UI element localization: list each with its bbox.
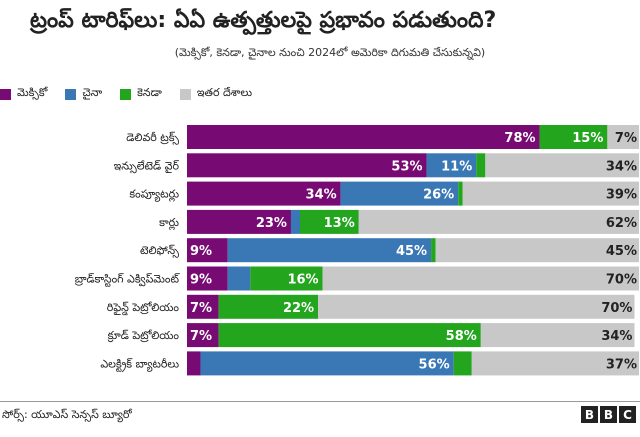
data-label-mexico: 9% xyxy=(190,273,212,288)
source-note: సోర్స్: యూఎస్ సెన్సస్ బ్యూరో xyxy=(2,408,132,421)
bar-segment-china xyxy=(290,209,300,234)
legend-swatch-canada xyxy=(120,88,132,100)
bar-segment-mexico xyxy=(187,351,201,376)
legend-swatch-others xyxy=(179,88,191,100)
legend-label-china: చైనా xyxy=(82,86,103,99)
data-label-mexico: 78% xyxy=(504,131,535,146)
data-label-china: 56% xyxy=(419,357,450,372)
data-label-others: 39% xyxy=(606,188,637,203)
bar-segment-mexico xyxy=(187,153,427,178)
data-label-mexico: 34% xyxy=(306,188,337,203)
data-label-canada: 13% xyxy=(324,216,355,231)
data-label-mexico: 23% xyxy=(256,216,287,231)
data-label-china: 45% xyxy=(396,244,427,259)
data-label-mexico: 9% xyxy=(190,244,212,259)
chart-subtitle: (మెక్సికో, కెనడా, చైనాల నుంచి 2024లో అమె… xyxy=(174,46,486,59)
bar-segment-mexico xyxy=(187,323,219,348)
data-label-others: 45% xyxy=(606,244,637,259)
data-label-others: 34% xyxy=(606,159,637,174)
bar-segment-mexico xyxy=(187,238,228,263)
footer-divider xyxy=(0,401,640,402)
bar-segment-canada xyxy=(218,323,481,348)
data-label-others: 37% xyxy=(606,357,637,372)
data-label-others: 34% xyxy=(601,329,632,344)
legend-label-others: ఇతర దేశాలు xyxy=(196,86,253,99)
data-label-mexico: 7% xyxy=(190,301,212,316)
bar-segment-canada xyxy=(539,125,608,149)
bar-segment-mexico xyxy=(187,294,219,319)
bar-segment-others xyxy=(435,238,639,263)
category-label: ఇన్సులేటెడ్ వైర్ xyxy=(114,159,180,173)
bar-segment-mexico xyxy=(187,181,341,206)
data-label-others: 7% xyxy=(615,131,637,146)
bar-segment-others xyxy=(471,351,639,376)
legend-swatch-china xyxy=(65,88,77,100)
bar-segment-mexico xyxy=(187,125,540,149)
bar-segment-others xyxy=(485,153,639,178)
data-label-china: 26% xyxy=(423,188,454,203)
bar-segment-canada xyxy=(300,209,359,234)
bar-segment-china xyxy=(227,266,251,291)
bar-segment-others xyxy=(358,209,639,234)
data-label-china: 11% xyxy=(441,159,472,174)
legend-label-mexico: మెక్సికో xyxy=(17,86,48,99)
bar-segment-china xyxy=(200,351,454,376)
bar-segment-others xyxy=(318,294,635,319)
category-label: కంప్యూటర్లు xyxy=(129,188,179,203)
category-label: కార్లు xyxy=(159,216,179,231)
category-label: క్రూడ్ పెట్రోలియం xyxy=(107,329,179,343)
legend-item-others: ఇతర దేశాలు xyxy=(179,86,253,102)
bar-segment-china xyxy=(426,153,477,178)
data-label-others: 70% xyxy=(606,273,637,288)
category-label: బ్రాడ్‌కాస్టింగ్ ఎక్విప్‌మెంట్ xyxy=(74,273,181,288)
category-label: డెలివరీ ట్రక్స్ xyxy=(126,131,179,145)
bar-segment-others xyxy=(322,266,639,291)
data-label-canada: 16% xyxy=(287,273,318,288)
data-label-mexico: 7% xyxy=(190,329,212,344)
bar-segment-china xyxy=(227,238,432,263)
bbc-logo-letter-2: B xyxy=(600,406,617,423)
bar-segment-canada xyxy=(218,294,319,319)
data-label-canada: 58% xyxy=(446,329,477,344)
data-label-canada: 22% xyxy=(283,301,314,316)
bar-segment-others xyxy=(607,125,639,149)
legend-label-canada: కెనడా xyxy=(137,86,162,99)
bar-segment-others xyxy=(480,323,635,348)
data-label-others: 70% xyxy=(601,301,632,316)
bar-segment-china xyxy=(340,181,459,206)
bbc-logo-letter-1: B xyxy=(581,406,598,423)
chart-title: ట్రంప్ టారిఫ్‌లు: ఏఏ ఉత్పత్తులపై ప్రభావం… xyxy=(30,8,497,33)
legend-item-china: చైనా xyxy=(65,86,102,102)
legend-item-canada: కెనడా xyxy=(120,86,162,102)
bar-segment-mexico xyxy=(187,209,291,234)
bbc-logo: B B C xyxy=(581,406,636,423)
bar-segment-canada xyxy=(431,238,436,263)
data-label-mexico: 53% xyxy=(391,159,422,174)
bar-segment-canada xyxy=(250,266,323,291)
bar-segment-canada xyxy=(458,181,463,206)
legend-swatch-mexico xyxy=(0,88,11,100)
data-label-canada: 15% xyxy=(572,131,603,146)
data-label-others: 62% xyxy=(606,216,637,231)
category-label: రిఫైన్డ్ పెట్రోలియం xyxy=(107,301,180,316)
bar-segment-canada xyxy=(476,153,486,178)
legend-item-mexico: మెక్సికో xyxy=(0,86,47,102)
bbc-logo-letter-3: C xyxy=(619,406,636,423)
category-label: టెలిఫోన్స్ xyxy=(140,244,180,258)
bar-segment-canada xyxy=(453,351,472,376)
bar-segment-others xyxy=(462,181,639,206)
chart-legend: మెక్సికో చైనా కెనడా ఇతర దేశాలు xyxy=(0,86,270,102)
bar-segment-mexico xyxy=(187,266,228,291)
category-label: ఎలక్ట్రిక్ బ్యాటరీలు xyxy=(100,357,179,372)
